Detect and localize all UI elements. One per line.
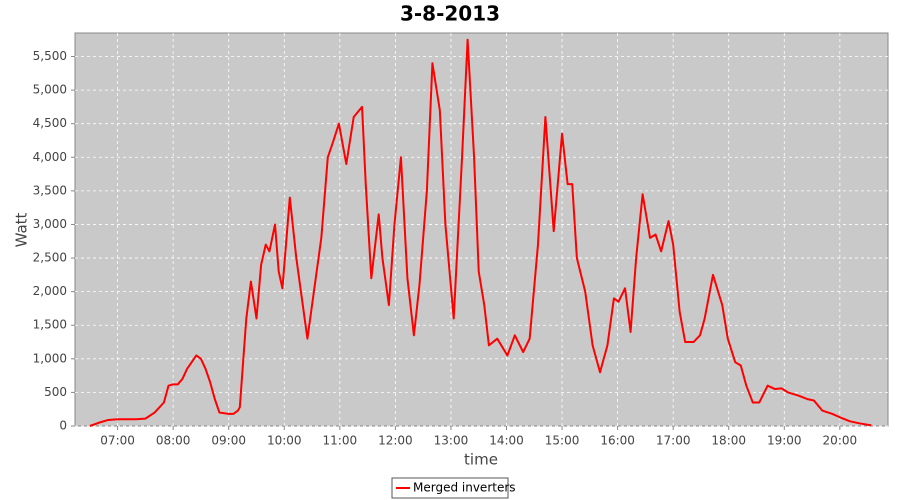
y-tick-label: 4,500 xyxy=(33,116,67,130)
y-tick-label: 3,500 xyxy=(33,183,67,197)
y-tick-label: 5,500 xyxy=(33,49,67,63)
y-tick-label: 3,000 xyxy=(33,217,67,231)
x-tick-label: 12:00 xyxy=(378,434,413,448)
x-tick-label: 13:00 xyxy=(434,434,469,448)
legend-text: Merged inverters xyxy=(413,481,516,495)
x-tick-label: 16:00 xyxy=(600,434,635,448)
x-tick-label: 08:00 xyxy=(156,434,191,448)
plot-area xyxy=(74,32,889,427)
y-axis-label: Watt xyxy=(13,212,31,247)
legend xyxy=(391,477,509,499)
x-tick-label: 09:00 xyxy=(211,434,246,448)
x-tick-label: 11:00 xyxy=(323,434,358,448)
x-tick-label: 18:00 xyxy=(711,434,746,448)
marks xyxy=(89,38,872,427)
x-tick-label: 19:00 xyxy=(767,434,802,448)
x-tick-label: 15:00 xyxy=(545,434,580,448)
x-tick-label: 17:00 xyxy=(656,434,691,448)
y-tick-label: 2,000 xyxy=(33,284,67,298)
y-tick-label: 0 xyxy=(59,419,67,433)
y-tick-label: 5,000 xyxy=(33,83,67,97)
x-axis-label: time xyxy=(464,451,498,469)
y-tick-label: 1,000 xyxy=(33,351,67,365)
y-tick-label: 1,500 xyxy=(33,318,67,332)
line xyxy=(89,38,872,427)
x-tick-label: 10:00 xyxy=(267,434,302,448)
y-tick-label: 2,500 xyxy=(33,251,67,265)
x-tick-label: 14:00 xyxy=(489,434,524,448)
y-tick-label: 4,000 xyxy=(33,150,67,164)
chart-title: 3-8-2013 xyxy=(400,2,500,26)
x-tick-label: 20:00 xyxy=(823,434,858,448)
x-tick-label: 07:00 xyxy=(100,434,135,448)
y-tick-label: 500 xyxy=(44,385,67,399)
